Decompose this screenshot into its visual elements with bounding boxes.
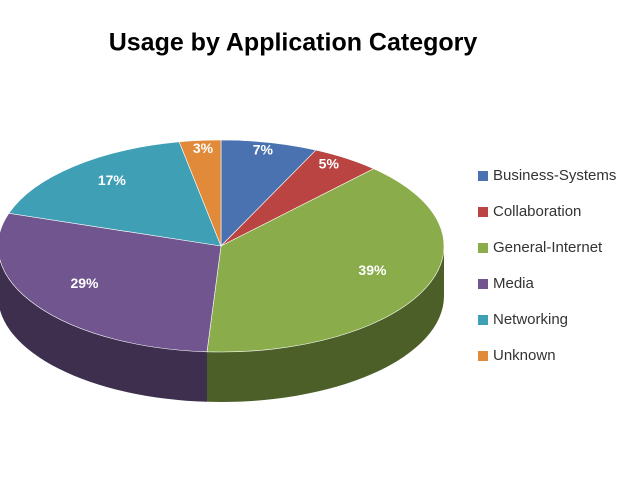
legend-label: General-Internet (493, 239, 603, 256)
slice (0, 212, 222, 353)
legend-label: Media (493, 275, 535, 292)
legend-swatch (478, 279, 488, 289)
data-label: 17% (98, 172, 127, 188)
slice (206, 168, 445, 353)
legend-swatch (478, 207, 488, 217)
legend-swatch (478, 315, 488, 325)
legend-swatch (478, 351, 488, 361)
legend-swatch (478, 171, 488, 181)
data-label: 3% (193, 140, 214, 156)
legend-label: Unknown (493, 347, 556, 364)
legend-label: Networking (493, 311, 568, 328)
data-label: 7% (253, 142, 274, 158)
data-label: 39% (358, 262, 387, 278)
chart-title: Usage by Application Category (109, 29, 478, 57)
slice-side (0, 259, 207, 402)
slice (178, 139, 222, 247)
legend-swatch (478, 243, 488, 253)
data-label: 29% (70, 275, 99, 291)
legend-label: Collaboration (493, 203, 581, 220)
slice-side (206, 246, 444, 402)
data-label: 5% (319, 155, 340, 171)
slice (8, 141, 222, 247)
legend-label: Business-Systems (493, 167, 616, 184)
